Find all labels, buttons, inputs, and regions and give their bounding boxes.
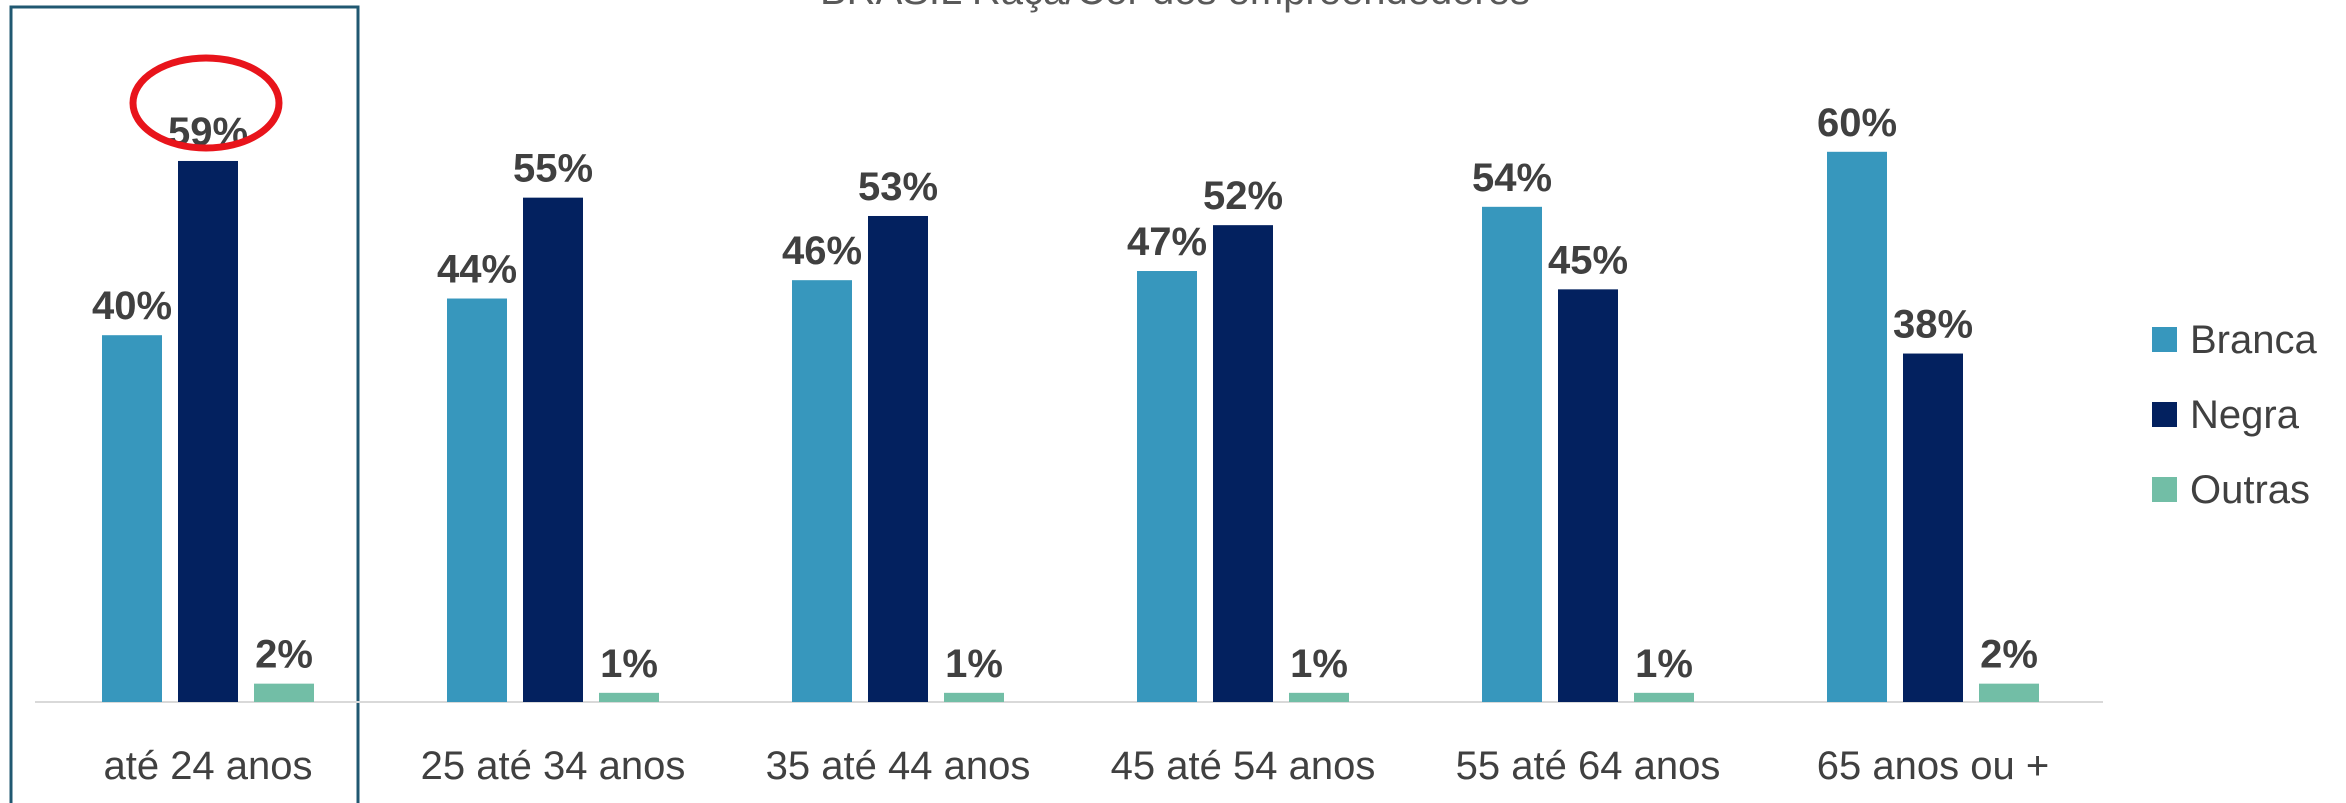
data-label-negra-65-anos-ou: 38% — [1893, 303, 1973, 347]
legend-label-outras: Outras — [2190, 468, 2310, 512]
bar-negra-25-ate-34-anos — [523, 197, 583, 702]
chart-title: BRASIL Raça/Cor dos empreendedores — [820, 0, 1530, 13]
x-tick-label-35-ate-44-anos: 35 até 44 anos — [766, 744, 1031, 788]
legend: Branca Negra Outras — [2152, 318, 2317, 512]
bar-negra-55-ate-64-anos — [1558, 289, 1618, 702]
x-tick-label-ate-24-anos: até 24 anos — [103, 744, 312, 788]
legend-swatch-negra — [2152, 402, 2177, 427]
data-label-outras-35-ate-44-anos: 1% — [945, 642, 1003, 686]
data-labels-group: 40%59%2%44%55%1%46%53%1%47%52%1%54%45%1%… — [92, 101, 2038, 686]
data-label-branca-35-ate-44-anos: 46% — [782, 229, 862, 273]
data-label-negra-35-ate-44-anos: 53% — [858, 165, 938, 209]
bar-branca-35-ate-44-anos — [792, 280, 852, 702]
bar-branca-25-ate-34-anos — [447, 298, 507, 702]
highlight-box — [9, 5, 360, 803]
data-label-outras-45-ate-54-anos: 1% — [1290, 642, 1348, 686]
bar-outras-ate-24-anos — [254, 683, 314, 702]
legend-swatch-outras — [2152, 477, 2177, 502]
legend-swatch-branca — [2152, 327, 2177, 352]
data-label-branca-ate-24-anos: 40% — [92, 284, 172, 328]
data-label-branca-65-anos-ou: 60% — [1817, 101, 1897, 145]
data-label-negra-25-ate-34-anos: 55% — [513, 147, 593, 191]
bar-branca-65-anos-ou — [1827, 151, 1887, 703]
x-tick-label-65-anos-ou: 65 anos ou + — [1817, 744, 2049, 788]
bar-outras-55-ate-64-anos — [1634, 692, 1694, 702]
bar-negra-65-anos-ou — [1903, 353, 1963, 702]
x-tick-labels-group: até 24 anos 25 até 34 anos 35 até 44 anos 4… — [103, 744, 2049, 788]
data-label-branca-45-ate-54-anos: 47% — [1127, 220, 1207, 264]
legend-label-branca: Branca — [2190, 318, 2317, 362]
data-label-branca-25-ate-34-anos: 44% — [437, 248, 517, 292]
highlight-circle — [129, 54, 283, 152]
legend-label-negra: Negra — [2190, 393, 2300, 437]
bars-group — [102, 151, 2039, 703]
x-tick-label-25-ate-34-anos: 25 até 34 anos — [421, 744, 686, 788]
data-label-negra-45-ate-54-anos: 52% — [1203, 174, 1283, 218]
bar-outras-35-ate-44-anos — [944, 692, 1004, 702]
data-label-branca-55-ate-64-anos: 54% — [1472, 156, 1552, 200]
bar-outras-65-anos-ou — [1979, 683, 2039, 702]
bar-branca-45-ate-54-anos — [1137, 271, 1197, 702]
bar-outras-25-ate-34-anos — [599, 692, 659, 702]
bar-negra-35-ate-44-anos — [868, 215, 928, 703]
bar-negra-ate-24-anos — [178, 160, 238, 703]
data-label-outras-25-ate-34-anos: 1% — [600, 642, 658, 686]
bar-branca-ate-24-anos — [102, 335, 162, 702]
x-tick-label-55-ate-64-anos: 55 até 64 anos — [1456, 744, 1721, 788]
data-label-outras-ate-24-anos: 2% — [255, 633, 313, 677]
data-label-outras-55-ate-64-anos: 1% — [1635, 642, 1693, 686]
bar-negra-45-ate-54-anos — [1213, 225, 1273, 702]
data-label-negra-55-ate-64-anos: 45% — [1548, 238, 1628, 282]
bar-branca-55-ate-64-anos — [1482, 206, 1542, 702]
data-label-outras-65-anos-ou: 2% — [1980, 633, 2038, 677]
bar-outras-45-ate-54-anos — [1289, 692, 1349, 702]
x-tick-label-45-ate-54-anos: 45 até 54 anos — [1111, 744, 1376, 788]
